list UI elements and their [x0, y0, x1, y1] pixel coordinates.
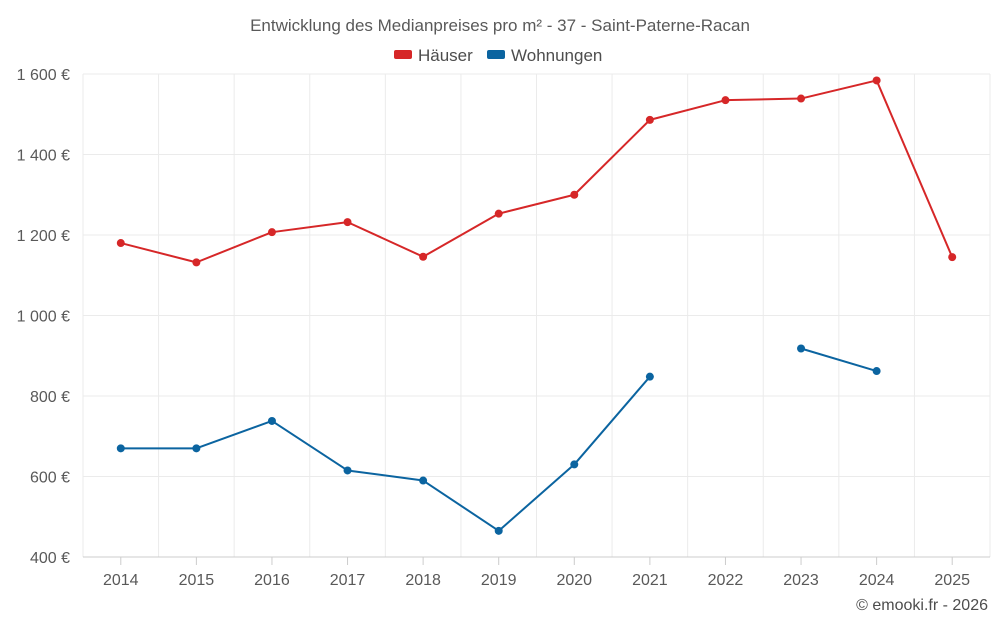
series-line [120, 79, 954, 264]
data-point[interactable] [570, 460, 579, 469]
data-point[interactable] [797, 94, 806, 103]
data-point[interactable] [948, 253, 957, 262]
data-point[interactable] [192, 444, 201, 453]
credit-text: © emooki.fr - 2026 [856, 597, 988, 614]
data-point[interactable] [494, 526, 503, 535]
legend-swatch-haeuser [394, 50, 412, 59]
legend: Häuser Wohnungen [394, 46, 602, 65]
legend-label-haeuser: Häuser [418, 46, 473, 65]
data-point[interactable] [116, 239, 125, 248]
x-tick-label: 2016 [254, 572, 290, 589]
gridlines [82, 73, 991, 558]
series [116, 76, 957, 535]
data-point[interactable] [645, 115, 654, 124]
x-tick-label: 2025 [934, 572, 970, 589]
x-axis-ticks: 2014 2015 2016 2017 2018 2019 2020 2021 2022 2023… [103, 557, 970, 589]
legend-swatch-wohnungen [487, 50, 505, 59]
legend-item-haeuser[interactable]: Häuser [394, 46, 473, 65]
x-tick-label: 2019 [481, 572, 517, 589]
legend-label-wohnungen: Wohnungen [511, 46, 602, 65]
data-point[interactable] [721, 96, 730, 105]
y-axis-ticks: 400 € 600 € 800 € 1 000 € 1 200 € 1 400 € 1 60… [17, 67, 70, 567]
data-point[interactable] [116, 444, 125, 453]
y-tick-label: 1 000 € [17, 309, 70, 326]
x-tick-label: 2024 [859, 572, 895, 589]
y-tick-label: 800 € [30, 389, 70, 406]
data-point[interactable] [343, 466, 352, 475]
series-wohnungen [116, 344, 881, 535]
y-tick-label: 400 € [30, 550, 70, 567]
x-tick-label: 2018 [405, 572, 441, 589]
x-tick-label: 2022 [708, 572, 744, 589]
series-line [800, 347, 877, 373]
data-point[interactable] [570, 190, 579, 199]
series-line [120, 376, 651, 532]
x-tick-label: 2021 [632, 572, 668, 589]
data-point[interactable] [419, 476, 428, 485]
x-tick-label: 2020 [556, 572, 592, 589]
x-tick-label: 2014 [103, 572, 139, 589]
data-point[interactable] [267, 228, 276, 237]
y-tick-label: 1 200 € [17, 228, 70, 245]
series-haeuser [116, 76, 957, 267]
data-point[interactable] [494, 209, 503, 218]
data-point[interactable] [343, 218, 352, 227]
y-tick-label: 1 400 € [17, 148, 70, 165]
data-point[interactable] [645, 372, 654, 381]
chart-title: Entwicklung des Medianpreises pro m² - 3… [250, 16, 750, 35]
x-tick-label: 2017 [330, 572, 366, 589]
data-point[interactable] [267, 416, 276, 425]
data-point[interactable] [872, 76, 881, 85]
data-point[interactable] [872, 367, 881, 376]
x-tick-label: 2015 [179, 572, 215, 589]
y-tick-label: 600 € [30, 470, 70, 487]
x-tick-label: 2023 [783, 572, 819, 589]
data-point[interactable] [419, 252, 428, 261]
y-tick-label: 1 600 € [17, 67, 70, 84]
data-point[interactable] [797, 344, 806, 353]
legend-item-wohnungen[interactable]: Wohnungen [487, 46, 602, 65]
data-point[interactable] [192, 258, 201, 267]
